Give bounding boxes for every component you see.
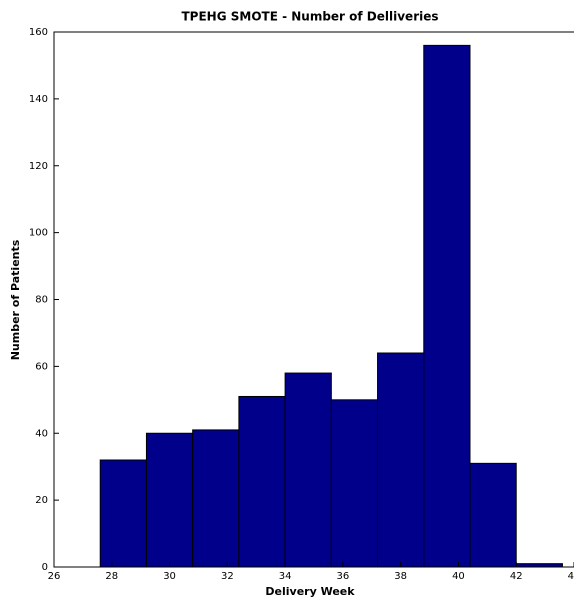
- bar: [330, 399, 379, 568]
- bar: [284, 372, 332, 568]
- bar: [145, 432, 194, 568]
- y-tick-label: 60: [35, 361, 48, 372]
- x-tick-label: 36: [337, 571, 350, 582]
- chart-title: TPEHG SMOTE - Number of Delliveries: [181, 10, 438, 24]
- x-axis-label: Delivery Week: [265, 585, 355, 597]
- x-tick-label: 42: [510, 571, 523, 582]
- bar: [469, 462, 517, 568]
- bar: [238, 395, 286, 568]
- x-tick-label: 38: [394, 571, 407, 582]
- y-tick-label: 140: [29, 94, 48, 105]
- x-tick-label: 44: [568, 571, 574, 582]
- x-tick-label: 34: [279, 571, 292, 582]
- x-tick-label: 32: [221, 571, 234, 582]
- y-tick-label: 120: [29, 161, 48, 172]
- y-tick-label: 20: [35, 495, 48, 506]
- x-tick-label: 40: [452, 571, 465, 582]
- x-tick-label: 28: [105, 571, 118, 582]
- y-axis-label: Number of Patients: [9, 239, 22, 360]
- bar: [515, 563, 563, 568]
- x-tick-label: 26: [48, 571, 61, 582]
- y-tick-label: 160: [29, 27, 48, 38]
- y-tick-label: 80: [35, 295, 48, 306]
- bar: [423, 44, 471, 568]
- y-tick-label: 40: [35, 428, 48, 439]
- bar: [377, 352, 425, 568]
- bar: [99, 459, 147, 568]
- y-tick-label: 100: [29, 228, 48, 239]
- x-tick-label: 30: [163, 571, 176, 582]
- y-tick-label: 0: [42, 562, 48, 573]
- bar: [192, 429, 240, 568]
